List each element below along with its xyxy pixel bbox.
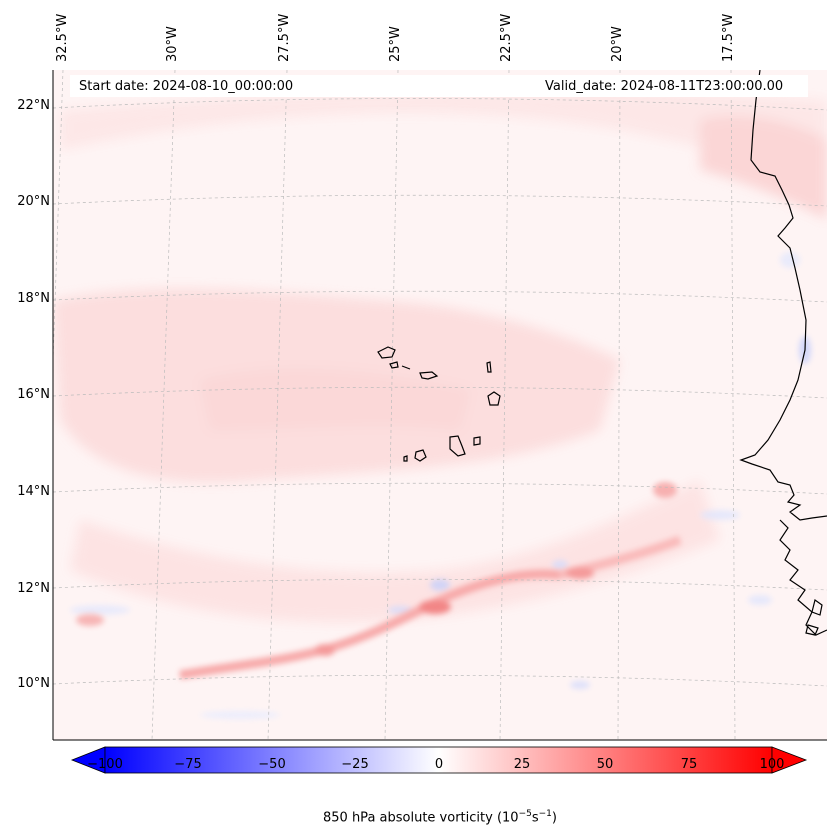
lat-label-10n: 10°N — [17, 676, 50, 691]
lat-label-16n: 16°N — [17, 387, 50, 402]
lat-label-14n: 14°N — [17, 484, 50, 499]
vorticity-negative-zones — [70, 252, 811, 719]
vorticity-streak — [76, 482, 682, 680]
cape-verde-islands — [377, 346, 501, 462]
colorbar-title-main: 850 hPa absolute vorticity (10 — [323, 810, 519, 826]
colorbar-title-exp2: −1 — [538, 809, 552, 819]
start-date-label: Start date: 2024-08-10_00:00:00 — [79, 79, 294, 94]
graticule — [53, 70, 827, 740]
colorbar-tick-75: 75 — [680, 757, 698, 772]
colorbar-tick-50: 50 — [596, 757, 614, 772]
colorbar-title: 850 hPa absolute vorticity (10−5s−1) — [0, 809, 837, 825]
colorbar-tick-25: 25 — [513, 757, 531, 772]
lat-label-18n: 18°N — [17, 291, 50, 306]
africa-coastline — [739, 70, 827, 636]
colorbar — [70, 746, 808, 774]
colorbar-title-exp1: −5 — [518, 809, 532, 819]
colorbar-tick-neg75: −75 — [174, 757, 202, 772]
colorbar-tick-0: 0 — [434, 757, 444, 772]
date-header — [70, 75, 808, 97]
colorbar-title-mid: s — [531, 810, 539, 826]
lat-label-12n: 12°N — [17, 581, 50, 596]
valid-date-label: Valid_date: 2024-08-11T23:00:00.00 — [545, 79, 784, 94]
lat-label-22n: 22°N — [17, 98, 50, 113]
colorbar-tick-100: 100 — [759, 757, 785, 772]
colorbar-tick-neg50: −50 — [258, 757, 286, 772]
lat-label-20n: 20°N — [17, 194, 50, 209]
colorbar-tick-neg25: −25 — [341, 757, 369, 772]
colorbar-tick-neg100: −100 — [87, 757, 123, 772]
colorbar-title-end: ) — [551, 810, 557, 826]
